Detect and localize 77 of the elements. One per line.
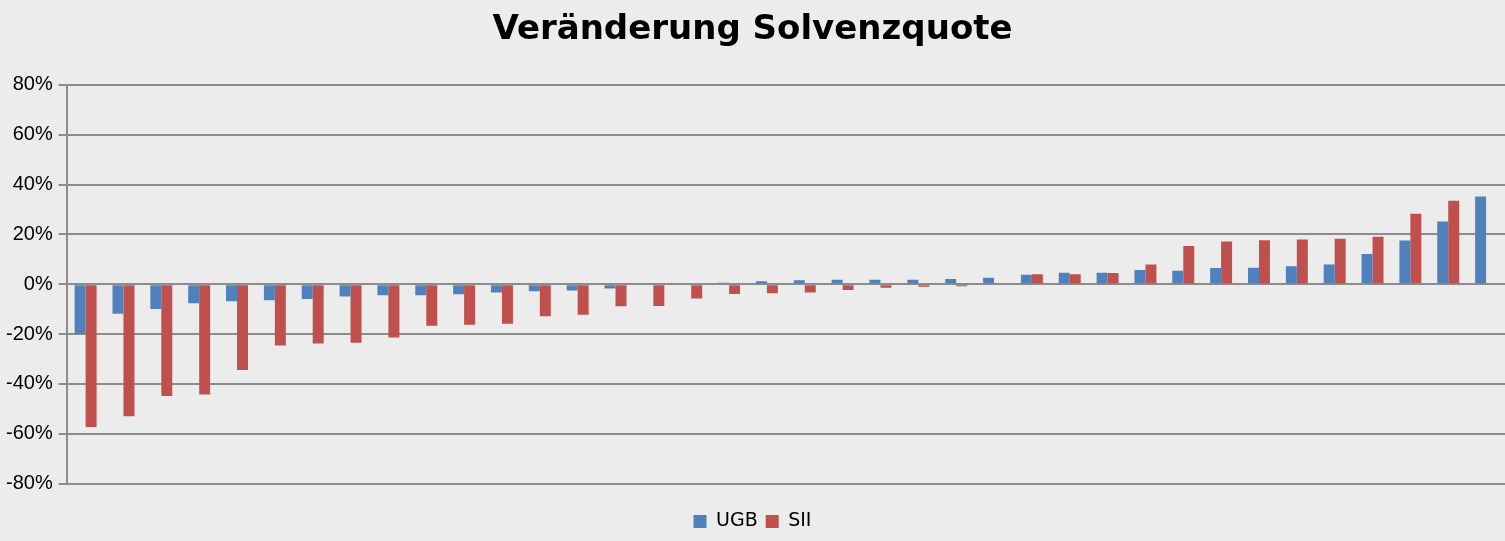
bar (1399, 240, 1411, 284)
bar (1145, 264, 1157, 284)
bar (85, 285, 97, 428)
bar (312, 285, 324, 344)
bar (501, 285, 513, 324)
bar (1069, 274, 1081, 284)
bar (945, 278, 957, 284)
bar (1448, 200, 1460, 284)
y-tick-label: 0% (23, 271, 53, 294)
bar (188, 285, 200, 304)
bar (1058, 272, 1070, 284)
bar (123, 285, 135, 417)
bar (1020, 274, 1032, 284)
bar (490, 285, 502, 293)
y-tick-label: -60% (5, 421, 53, 444)
bar (226, 285, 238, 302)
bar (1437, 221, 1449, 284)
bar (1296, 239, 1308, 284)
y-tick-label: 40% (12, 172, 53, 195)
bar (1134, 269, 1146, 284)
bar (350, 285, 362, 343)
bar (74, 285, 86, 335)
bar (880, 285, 892, 288)
bar (274, 285, 286, 346)
bar (577, 285, 589, 315)
bar (199, 285, 211, 395)
bar (793, 280, 805, 284)
bar (1323, 264, 1335, 284)
bar (604, 285, 616, 289)
bar (453, 285, 465, 295)
bar (528, 285, 540, 292)
bar (1410, 213, 1422, 284)
bar (1248, 267, 1259, 284)
bar (112, 285, 124, 314)
bar (729, 285, 741, 294)
bar (1221, 241, 1233, 284)
bar (653, 285, 665, 306)
bar (1183, 246, 1195, 284)
bar (1334, 238, 1346, 284)
bar (1372, 236, 1384, 284)
bar (539, 285, 551, 317)
bar (339, 285, 351, 297)
bar (1285, 266, 1297, 284)
bar (388, 285, 400, 338)
bar (691, 285, 703, 299)
y-tick-label: -80% (5, 471, 53, 494)
y-tick-label: -40% (5, 371, 53, 394)
bar (566, 285, 578, 291)
y-tick-label: 20% (12, 221, 53, 244)
bar (983, 277, 995, 284)
bar (804, 285, 816, 293)
bar (1361, 254, 1373, 284)
y-tick-label: -20% (5, 321, 53, 344)
bar (766, 285, 778, 294)
bar (150, 285, 162, 309)
bar (1210, 268, 1222, 284)
bar (415, 285, 427, 296)
legend-label: SII (788, 508, 812, 531)
bar (377, 285, 389, 296)
bar (842, 285, 854, 290)
bar (1096, 272, 1108, 284)
bar (161, 285, 173, 397)
bar (1172, 270, 1184, 284)
legend-label: UGB (716, 508, 758, 531)
y-tick-label: 80% (12, 72, 53, 95)
bar (237, 285, 248, 370)
bar (263, 285, 275, 301)
chart-title: Veränderung Solvenzquote (492, 7, 1013, 48)
bar (301, 285, 313, 299)
bar (1031, 274, 1043, 284)
bar (1107, 272, 1119, 284)
bar (1475, 196, 1487, 284)
y-tick-label: 60% (12, 122, 53, 145)
bar (1258, 240, 1270, 284)
bar (426, 285, 438, 326)
bar (615, 285, 627, 307)
bar (464, 285, 476, 325)
